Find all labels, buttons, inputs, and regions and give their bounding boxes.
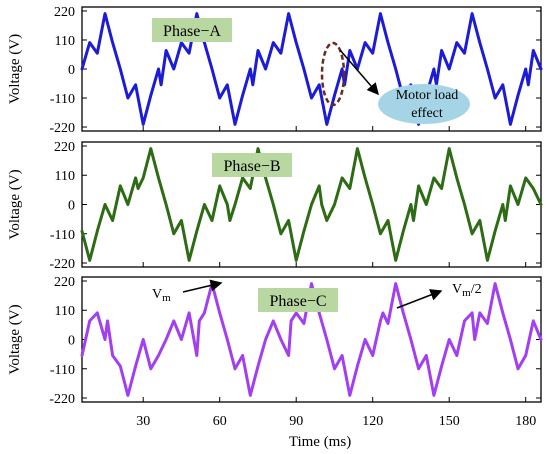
y-tick-label: -110 (50, 228, 75, 243)
series-line-2 (80, 147, 543, 262)
y-tick-label: -110 (50, 92, 75, 107)
y-tick-label: 0 (68, 199, 75, 214)
y-tick-label: -220 (49, 392, 75, 407)
x-tick-label: 90 (289, 414, 303, 429)
vm-peak-arrow (182, 279, 223, 293)
x-tick-label: 180 (515, 414, 536, 429)
phase-badge-label: Phase−A (163, 23, 221, 40)
panel-1: 220 110 0 -110 -220 Voltage (V) Phase−A (7, 5, 543, 136)
x-tick-label: 60 (213, 414, 227, 429)
vm-half-label: Vm/2 (452, 282, 482, 299)
annotations-group: Motor load effect Vm Vm/2 (152, 41, 482, 309)
y-tick-label: 110 (55, 34, 75, 49)
motor-load-callout-box (378, 84, 470, 124)
y-tick-label: 220 (54, 275, 75, 290)
panel-2: 220 110 0 -110 -220 Voltage (V) Phase−B (7, 140, 543, 272)
phase-badge (258, 288, 338, 312)
vm-peak-label: Vm (152, 287, 171, 304)
y-tick-label: 110 (55, 304, 75, 319)
series-line-1 (80, 12, 543, 126)
y-tick-label: 0 (68, 63, 75, 78)
motor-load-arrow (339, 49, 379, 96)
panel-frame (81, 6, 542, 132)
phase-badge-label: Phase−B (223, 158, 280, 175)
y-tick-label: 220 (54, 5, 75, 20)
x-tick-label: 30 (136, 414, 150, 429)
y-tick-label: -220 (49, 121, 75, 136)
x-axis: 30 60 90 120 150 180 (136, 414, 536, 429)
motor-load-highlight-ellipse (320, 41, 346, 107)
panels-group: 220 110 0 -110 -220 Voltage (V) Phase−A 220 110 0… (7, 5, 543, 407)
y-axis-label: Voltage (V) (7, 169, 23, 239)
y-tick-label: 0 (68, 334, 75, 349)
motor-load-label: Motor load effect (396, 88, 459, 121)
y-axis-label: Voltage (V) (7, 34, 23, 104)
y-axis-label: Voltage (V) (7, 304, 23, 374)
panel-3: 220 110 0 -110 -220 Voltage (V) Phase−C (7, 275, 543, 407)
y-tick-label: -110 (50, 363, 75, 378)
x-tick-label: 120 (362, 414, 383, 429)
y-tick-label: -220 (49, 257, 75, 272)
x-axis-label: Time (ms) (289, 434, 351, 450)
x-tick-label: 150 (439, 414, 460, 429)
y-tick-label: 110 (55, 169, 75, 184)
phase-badge (212, 153, 292, 177)
y-tick-label: 220 (54, 140, 75, 155)
vm-half-arrow (396, 289, 443, 309)
phase-badge (152, 18, 232, 42)
phase-badge-label: Phase−C (269, 293, 326, 310)
